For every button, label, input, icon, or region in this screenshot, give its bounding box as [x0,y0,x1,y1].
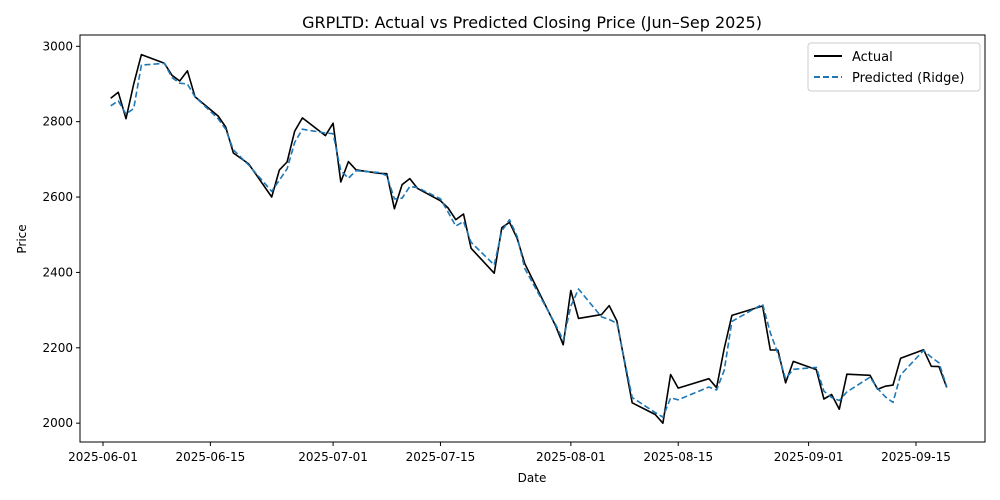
y-axis-label: Price [15,224,29,253]
y-tick-label: 3000 [42,39,73,53]
x-axis-ticks: 2025-06-01 2025-06-15 2025-07-01 2025-07-15… [68,442,951,464]
y-tick-label: 2600 [42,190,73,204]
x-tick-label: 2025-06-15 [176,450,246,464]
x-tick-label: 2025-08-15 [643,450,713,464]
y-axis-ticks: 2000 2200 2400 2600 2800 3000 [42,39,80,430]
y-tick-label: 2800 [42,115,73,129]
y-tick-label: 2400 [42,265,73,279]
series-line-predicted [110,62,948,418]
x-tick-label: 2025-07-01 [298,450,368,464]
y-tick-label: 2000 [42,416,73,430]
x-tick-label: 2025-09-01 [774,450,844,464]
x-tick-label: 2025-07-15 [406,450,476,464]
x-tick-label: 2025-09-15 [881,450,951,464]
series-layer [110,53,948,425]
legend: Actual Predicted (Ridge) [807,42,981,92]
legend-label-actual: Actual [852,50,893,65]
legend-label-predicted: Predicted (Ridge) [852,71,964,86]
chart-title: GRPLTD: Actual vs Predicted Closing Pric… [302,13,762,32]
x-axis-label: Date [518,471,547,485]
legend-box [807,42,981,92]
series-line-actual [110,53,948,425]
plot-frame [79,34,986,443]
x-tick-label: 2025-06-01 [68,450,138,464]
x-tick-label: 2025-08-01 [536,450,606,464]
y-tick-label: 2200 [42,341,73,355]
